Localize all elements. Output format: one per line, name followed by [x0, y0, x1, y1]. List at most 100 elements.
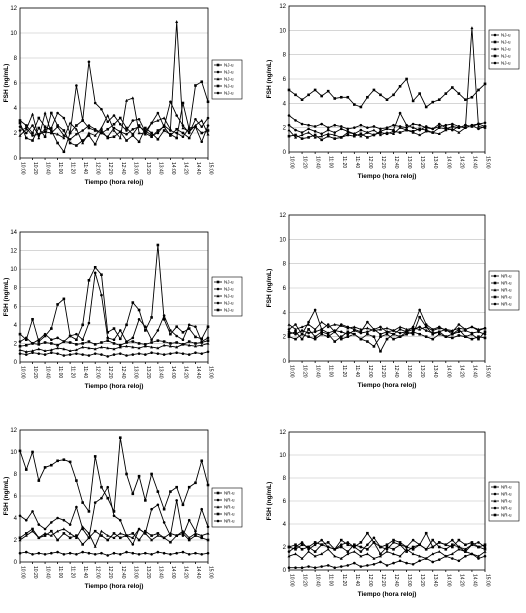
data-point: [43, 353, 47, 356]
data-point: [320, 122, 323, 126]
data-point: [326, 132, 330, 135]
data-point: [118, 553, 122, 556]
data-point: [405, 126, 408, 129]
data-point: [470, 325, 474, 329]
legend-entry: NJ-u: [501, 54, 511, 59]
data-point: [379, 560, 382, 564]
data-point: [62, 354, 66, 357]
y-axis-label: FSH (ng/mL): [266, 269, 273, 308]
legend-marker: [216, 498, 220, 502]
data-point: [379, 93, 382, 97]
data-point: [339, 543, 343, 546]
chart-panel-1: 0 2 4 6 8 10 12 10:00 10:20 10:40 11:00 11:20 11:40 1…: [3, 6, 243, 186]
data-point: [464, 329, 467, 332]
data-point: [50, 111, 53, 115]
y-tick-label: 0: [14, 156, 18, 162]
data-point: [93, 545, 97, 548]
data-point: [125, 98, 129, 102]
data-point: [379, 335, 382, 338]
data-point: [194, 125, 197, 129]
data-point: [62, 518, 66, 522]
data-point: [411, 330, 415, 334]
data-point: [359, 550, 363, 553]
data-point: [93, 271, 97, 275]
data-point: [62, 116, 66, 120]
data-point: [43, 125, 47, 129]
data-point: [411, 332, 415, 336]
data-point: [313, 88, 317, 92]
data-point: [112, 122, 116, 126]
data-point: [206, 350, 210, 354]
series-5: [18, 550, 210, 557]
data-point: [37, 340, 41, 343]
data-point: [372, 133, 376, 137]
data-point: [313, 135, 317, 139]
legend-marker: [216, 84, 220, 88]
data-point: [431, 328, 435, 332]
data-point: [93, 265, 97, 269]
data-point: [156, 550, 160, 554]
data-point: [379, 349, 382, 353]
y-tick-label: 10: [279, 28, 286, 34]
chart-panel-6: 0 2 4 6 8 10 12 10:00 10:20 10:40 11:00 11:20 11:40 1…: [266, 430, 520, 598]
data-point: [405, 330, 408, 334]
data-point: [93, 127, 97, 131]
legend-entry: NJ-u: [224, 280, 234, 285]
data-point: [411, 99, 415, 103]
data-point: [99, 529, 103, 533]
data-point: [206, 538, 210, 542]
data-point: [444, 328, 448, 331]
y-tick-label: 14: [10, 230, 17, 236]
data-point: [150, 538, 154, 542]
data-point: [200, 507, 204, 511]
data-point: [24, 136, 28, 140]
x-axis-label: Tiempo (hora reloj): [85, 383, 144, 390]
data-point: [125, 534, 128, 537]
data-point: [418, 123, 421, 127]
data-point: [366, 126, 369, 129]
data-point: [137, 117, 141, 121]
data-point: [326, 331, 330, 335]
data-point: [156, 339, 160, 342]
data-point: [365, 326, 369, 330]
data-point: [150, 534, 153, 537]
data-point: [339, 337, 343, 341]
data-point: [464, 550, 467, 553]
data-point: [366, 320, 369, 324]
series-2: [287, 77, 487, 109]
x-tick-label: 12:20: [107, 162, 113, 175]
data-point: [379, 325, 382, 329]
data-point: [169, 352, 172, 355]
legend-marker: [493, 492, 497, 496]
series-3: [18, 341, 210, 353]
data-point: [352, 325, 356, 329]
series-4: [287, 552, 487, 569]
data-point: [187, 126, 191, 130]
data-point: [43, 553, 47, 556]
data-point: [62, 340, 66, 343]
data-point: [81, 501, 84, 504]
data-point: [99, 345, 103, 349]
data-point: [194, 325, 197, 329]
data-point: [477, 541, 480, 544]
legend-entry: NR-u: [224, 498, 235, 503]
x-tick-label: 11:20: [70, 366, 76, 378]
data-point: [50, 342, 53, 345]
data-point: [181, 550, 185, 554]
data-point: [483, 330, 487, 334]
data-point: [457, 125, 461, 128]
data-point: [168, 344, 172, 348]
x-tick-label: 10:40: [315, 156, 321, 169]
data-point: [31, 342, 34, 345]
data-point: [75, 553, 78, 556]
data-point: [418, 133, 422, 137]
data-point: [125, 323, 128, 327]
data-point: [287, 88, 291, 92]
data-point: [162, 343, 166, 347]
data-point: [411, 552, 415, 556]
data-point: [87, 278, 91, 282]
data-point: [81, 139, 84, 142]
data-point: [444, 123, 448, 127]
data-point: [150, 134, 153, 137]
data-point: [339, 556, 343, 560]
